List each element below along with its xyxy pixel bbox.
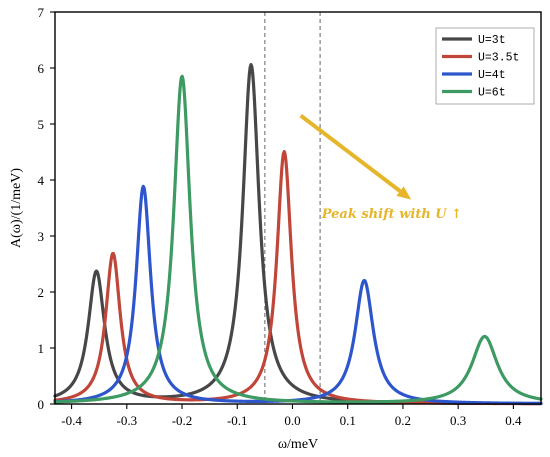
- y-tick-label-5: 5: [38, 117, 45, 132]
- peak-shift-annotation: Peak shift with U ↑: [299, 114, 462, 222]
- x-tick-label-7: 0.3: [450, 413, 466, 428]
- annotation-arrow-shaft: [299, 114, 402, 193]
- y-tick-label-6: 6: [38, 61, 45, 76]
- annotation-arrow-head: [396, 186, 412, 200]
- x-tick-label-0: -0.4: [61, 413, 82, 428]
- y-axis-ticks: 0 1 2 3 4 5 6 7: [38, 5, 55, 412]
- x-tick-label-6: 0.2: [395, 413, 411, 428]
- legend-label-3: U=6t: [478, 87, 506, 100]
- x-tick-label-2: -0.2: [172, 413, 193, 428]
- legend-label-2: U=4t: [478, 69, 506, 82]
- x-tick-label-3: -0.1: [227, 413, 248, 428]
- legend-label-1: U=3.5t: [478, 52, 519, 65]
- legend: U=3t U=3.5t U=4t U=6t: [435, 27, 535, 105]
- legend-label-0: U=3t: [478, 34, 506, 47]
- annotation-text: Peak shift with U ↑: [321, 207, 462, 222]
- x-tick-label-1: -0.3: [116, 413, 137, 428]
- x-axis-label: ω/meV: [278, 437, 318, 452]
- series-line-1: [53, 150, 543, 406]
- plot-frame: [54, 11, 542, 405]
- x-tick-label-4: 0.0: [284, 413, 300, 428]
- plot-series: [53, 63, 543, 406]
- y-tick-label-3: 3: [38, 229, 45, 244]
- x-axis-ticks: -0.4 -0.3 -0.2 -0.1 0.0 0.1 0.2 0.3 0.4: [61, 404, 522, 428]
- y-tick-label-0: 0: [38, 397, 45, 412]
- y-axis-label: A(ω)/(1/meV): [9, 168, 24, 248]
- series-line-3: [53, 74, 543, 404]
- y-tick-label-7: 7: [38, 5, 45, 20]
- x-tick-label-5: 0.1: [340, 413, 356, 428]
- y-tick-label-2: 2: [38, 285, 45, 300]
- y-tick-label-1: 1: [38, 341, 45, 356]
- y-tick-label-4: 4: [38, 173, 45, 188]
- reference-lines: [264, 12, 321, 404]
- axes: [54, 11, 542, 405]
- x-tick-label-8: 0.4: [505, 413, 522, 428]
